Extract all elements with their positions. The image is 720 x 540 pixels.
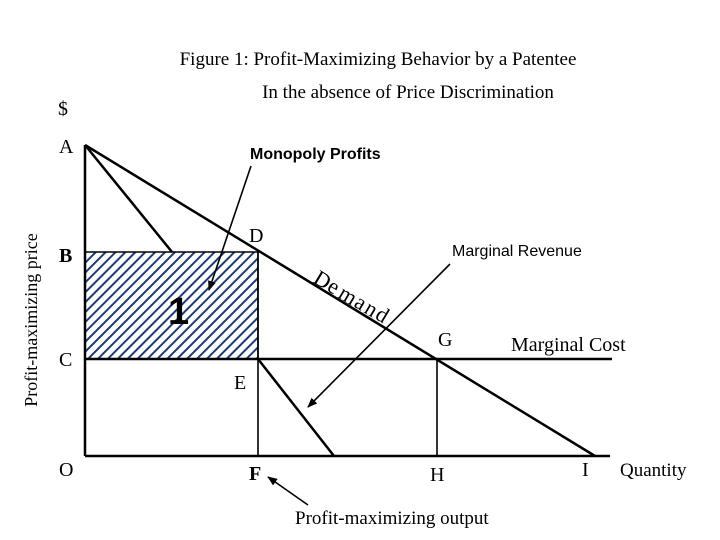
point-label-d: D bbox=[249, 225, 263, 247]
marginal-revenue-arrow bbox=[307, 263, 451, 408]
marginal-revenue-curve-lower bbox=[257, 358, 335, 457]
y-axis-unit: $ bbox=[58, 98, 68, 120]
point-label-i: I bbox=[582, 459, 589, 481]
point-label-f: F bbox=[249, 463, 261, 485]
figure-subtitle: In the absence of Price Discrimination bbox=[262, 82, 554, 103]
marginal-revenue-label: Marginal Revenue bbox=[452, 243, 582, 260]
x-axis-label: Quantity bbox=[620, 460, 687, 481]
monopoly-profits-arrow bbox=[208, 165, 252, 291]
point-label-o: O bbox=[59, 459, 73, 481]
marginal-cost-label: Marginal Cost bbox=[511, 334, 626, 356]
figure-title: Figure 1: Profit-Maximizing Behavior by … bbox=[180, 49, 577, 70]
point-label-c: C bbox=[59, 349, 72, 371]
point-label-a: A bbox=[59, 136, 74, 158]
monopoly-profit-area bbox=[84, 251, 259, 360]
marginal-revenue-curve-upper bbox=[84, 144, 173, 253]
point-label-h: H bbox=[430, 464, 444, 486]
point-label-g: G bbox=[438, 329, 452, 351]
point-label-e: E bbox=[234, 372, 246, 394]
y-axis-label: Profit-maximizing price bbox=[21, 233, 41, 406]
output-label: Profit-maximizing output bbox=[295, 508, 489, 529]
output-arrow bbox=[267, 476, 309, 506]
demand-curve bbox=[84, 143, 596, 458]
point-label-b: B bbox=[59, 245, 72, 267]
monopoly-profits-label: Monopoly Profits bbox=[250, 146, 381, 163]
profit-region-number: 1 bbox=[168, 291, 189, 333]
